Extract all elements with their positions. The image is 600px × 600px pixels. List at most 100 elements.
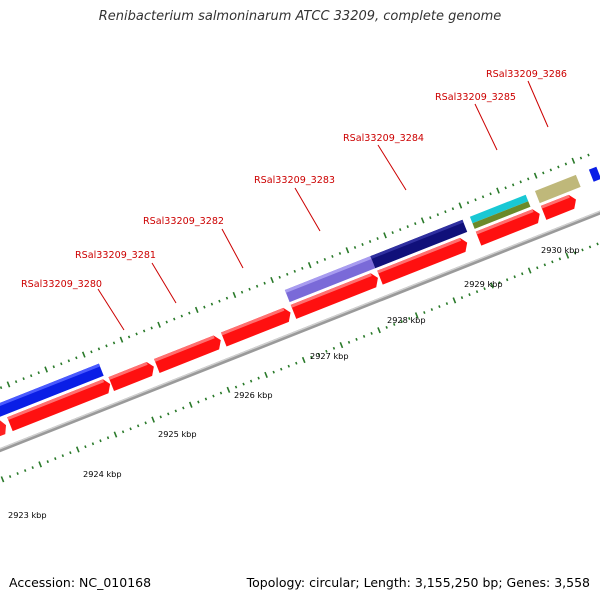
major-tick <box>301 356 306 364</box>
gene-label[interactable]: RSal33209_3285 <box>435 92 516 103</box>
minor-tick <box>338 251 342 255</box>
minor-tick <box>301 266 304 270</box>
backbone-line <box>0 197 600 460</box>
major-tick <box>377 327 381 334</box>
minor-tick <box>167 412 170 416</box>
cds-arrow[interactable] <box>154 334 224 373</box>
topology-text: Topology: circular; Length: 3,155,250 bp… <box>246 575 590 590</box>
minor-tick <box>316 260 319 264</box>
feature-highlight <box>0 363 101 412</box>
cds-arrow[interactable] <box>290 271 381 319</box>
minor-tick <box>451 207 455 211</box>
minor-tick <box>121 430 125 434</box>
major-tick <box>339 342 344 349</box>
minor-tick <box>376 237 379 240</box>
minor-tick <box>438 305 441 309</box>
minor-tick <box>392 323 396 326</box>
minor-tick <box>521 272 524 276</box>
minor-tick <box>248 287 251 291</box>
minor-tick <box>474 198 477 202</box>
minor-tick <box>129 427 132 431</box>
major-tick <box>44 366 48 373</box>
major-tick <box>527 267 532 274</box>
kbp-label: 2927 kbp <box>310 351 349 361</box>
minor-tick <box>225 296 229 300</box>
cds-arrow[interactable] <box>377 236 470 285</box>
minor-tick <box>549 168 553 172</box>
feature-block-navy[interactable] <box>370 219 468 269</box>
minor-tick <box>287 364 290 368</box>
feature-block-cyan[interactable] <box>469 194 529 224</box>
kbp-label: 2930 kbp <box>541 245 580 255</box>
minor-tick <box>257 376 260 380</box>
cds-arrow[interactable] <box>7 377 113 432</box>
minor-tick <box>429 216 432 220</box>
major-tick <box>452 297 457 304</box>
minor-tick <box>355 337 358 341</box>
minor-tick <box>564 162 568 166</box>
gene-label[interactable]: RSal33209_3280 <box>21 279 102 290</box>
feature-block-blue[interactable] <box>0 363 104 421</box>
major-tick <box>81 351 86 358</box>
gene-label[interactable]: RSal33209_3281 <box>75 250 156 261</box>
minor-tick <box>84 445 87 449</box>
minor-tick <box>165 320 168 324</box>
major-tick <box>496 187 500 194</box>
major-tick <box>232 291 237 299</box>
gene-labels: RSal33209_3280 RSal33209_3281 RSal33209_… <box>21 69 567 331</box>
minor-tick <box>105 344 108 348</box>
minor-tick <box>197 400 200 404</box>
major-tick <box>345 247 350 254</box>
gene-label[interactable]: RSal33209_3283 <box>254 175 335 186</box>
minor-tick <box>295 361 298 365</box>
feature-track <box>0 166 600 421</box>
minor-tick <box>323 257 327 261</box>
feature-block-khaki[interactable] <box>534 174 581 204</box>
minor-tick <box>144 421 147 425</box>
minor-tick <box>99 439 102 443</box>
gene-label[interactable]: RSal33209_3284 <box>343 133 424 144</box>
cds-highlight <box>290 273 372 308</box>
cds-arrow[interactable] <box>540 193 579 220</box>
minor-tick <box>317 352 321 356</box>
cds-arrow[interactable] <box>475 207 543 246</box>
minor-tick <box>16 472 19 476</box>
minor-tick <box>542 171 545 175</box>
cds-arrow[interactable] <box>108 360 157 392</box>
forward-cds-track <box>0 193 579 438</box>
leader-line <box>474 103 498 151</box>
minor-tick <box>52 365 55 369</box>
minor-tick <box>587 153 590 157</box>
kbp-label: 2925 kbp <box>158 429 197 439</box>
outer-tick-ruler <box>0 153 590 390</box>
minor-tick <box>112 341 116 345</box>
feature-block-blue-edge[interactable] <box>588 166 600 182</box>
major-tick <box>113 431 118 438</box>
minor-tick <box>385 325 388 329</box>
major-tick <box>75 446 80 453</box>
gene-label[interactable]: RSal33209_3282 <box>143 216 224 227</box>
minor-tick <box>31 466 34 470</box>
minor-tick <box>481 195 485 199</box>
cds-arrow[interactable] <box>221 306 293 347</box>
feature-block-olive[interactable] <box>472 201 531 229</box>
leader-line <box>221 228 244 269</box>
minor-tick <box>278 275 281 279</box>
major-tick <box>458 202 463 209</box>
accession-text: Accession: NC_010168 <box>9 575 152 590</box>
minor-tick <box>106 436 110 440</box>
cds-highlight <box>540 194 570 209</box>
major-tick <box>188 401 193 408</box>
minor-tick <box>188 311 191 315</box>
cds-arrow[interactable] <box>0 419 9 438</box>
kbp-labels: 2923 kbp 2924 kbp 2925 kbp 2926 kbp 2927… <box>8 245 580 520</box>
gene-label[interactable]: RSal33209_3286 <box>486 69 567 80</box>
cds-highlight <box>475 209 534 235</box>
minor-tick <box>347 340 351 344</box>
inner-tick-ruler <box>0 242 599 483</box>
feature-block-lavender[interactable] <box>284 256 376 303</box>
minor-tick <box>46 460 49 464</box>
leader-line <box>294 187 321 232</box>
major-tick <box>533 172 538 179</box>
